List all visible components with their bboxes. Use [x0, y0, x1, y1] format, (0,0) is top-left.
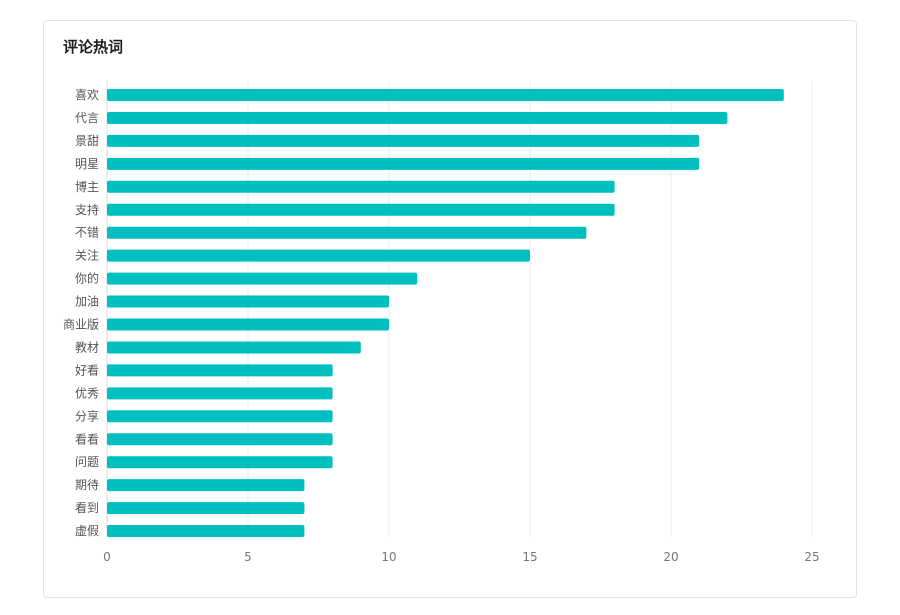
bar-3 [107, 157, 700, 170]
category-label-3: 明星 [75, 157, 99, 171]
x-tick-label-5: 5 [244, 550, 252, 564]
x-axis-ticks: 0 5 10 15 20 25 [103, 550, 819, 564]
category-label-4: 博主 [75, 179, 99, 194]
x-tick-label-10: 10 [381, 550, 396, 564]
category-label-0: 喜欢 [75, 87, 99, 102]
bar-0 [107, 89, 784, 101]
category-label-5: 支持 [75, 202, 99, 217]
chart-card: 评论热词 喜欢代言景甜明星博主支持不错关注你的加油商业版教材好看优秀分享看看问题… [43, 20, 857, 598]
bar-17 [107, 479, 305, 492]
bar-7 [107, 249, 530, 262]
card-title: 评论热词 [63, 38, 124, 56]
bar-13 [107, 387, 333, 400]
category-label-13: 优秀 [75, 386, 99, 400]
category-label-8: 你的 [75, 271, 99, 286]
bar-11 [107, 341, 361, 354]
category-label-7: 关注 [75, 248, 99, 263]
bar-5 [107, 203, 615, 216]
bar-15 [107, 433, 333, 446]
category-label-2: 景甜 [75, 134, 99, 148]
x-tick-label-15: 15 [522, 550, 537, 564]
grid-lines [106, 81, 813, 537]
category-label-12: 好看 [75, 363, 99, 377]
category-labels: 喜欢代言景甜明星博主支持不错关注你的加油商业版教材好看优秀分享看看问题期待看到虚… [63, 87, 99, 538]
bar-9 [107, 295, 389, 308]
hot-words-bar-chart: 喜欢代言景甜明星博主支持不错关注你的加油商业版教材好看优秀分享看看问题期待看到虚… [63, 81, 820, 564]
bar-18 [107, 502, 305, 515]
bar-2 [107, 134, 700, 147]
category-label-19: 虚假 [75, 524, 99, 538]
bar-16 [107, 456, 333, 469]
bar-19 [107, 525, 305, 538]
bars [107, 89, 784, 538]
category-label-16: 问题 [75, 455, 99, 469]
category-label-1: 代言 [75, 111, 99, 125]
category-label-9: 加油 [75, 295, 99, 309]
bar-14 [107, 410, 333, 423]
category-label-18: 看到 [75, 501, 99, 515]
x-tick-label-0: 0 [103, 550, 111, 564]
bar-10 [107, 318, 389, 331]
category-label-14: 分享 [75, 408, 99, 423]
bar-8 [107, 272, 418, 285]
category-label-17: 期待 [75, 478, 99, 492]
bar-12 [107, 364, 333, 377]
bar-6 [107, 226, 587, 239]
category-label-6: 不错 [75, 226, 99, 240]
category-label-15: 看看 [75, 432, 99, 446]
category-label-11: 教材 [75, 339, 99, 354]
x-tick-label-20: 20 [663, 550, 678, 564]
x-tick-label-25: 25 [804, 550, 819, 564]
bar-4 [107, 180, 615, 193]
bar-1 [107, 111, 728, 124]
category-label-10: 商业版 [63, 317, 99, 332]
